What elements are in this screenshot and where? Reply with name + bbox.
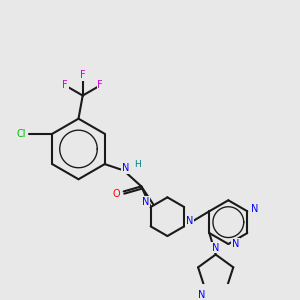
Text: N: N — [185, 216, 193, 226]
Text: N: N — [232, 239, 239, 249]
Text: N: N — [198, 290, 205, 300]
Text: F: F — [98, 80, 103, 90]
Text: F: F — [80, 70, 86, 80]
Text: H: H — [134, 160, 140, 169]
Text: N: N — [122, 163, 129, 173]
Text: F: F — [62, 80, 68, 90]
Text: N: N — [251, 204, 258, 214]
Text: N: N — [142, 196, 149, 206]
Text: Cl: Cl — [17, 129, 26, 139]
Text: N: N — [212, 243, 219, 253]
Text: O: O — [113, 189, 120, 199]
